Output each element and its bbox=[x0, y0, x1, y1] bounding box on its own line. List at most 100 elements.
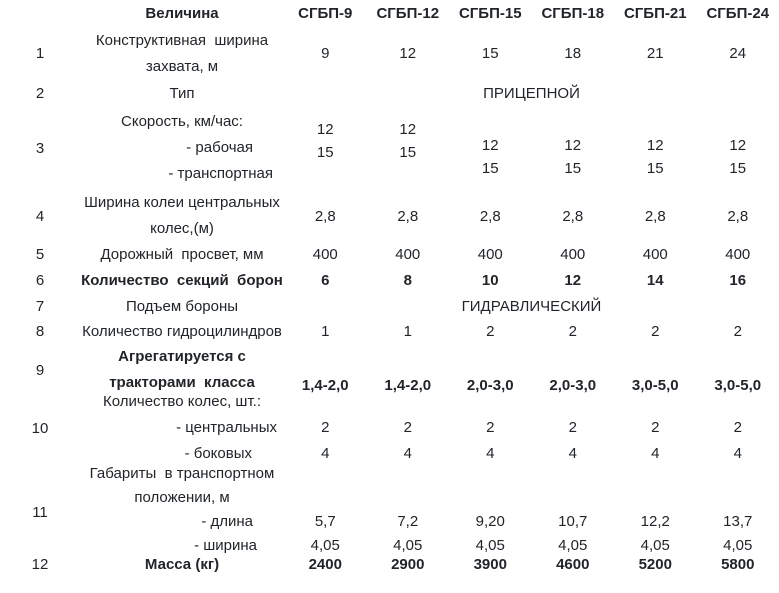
row-number: 2 bbox=[35, 84, 45, 102]
table-row: 5 Дорожный просвет, мм 400 400 400 400 4… bbox=[0, 241, 779, 267]
value-length: 10,7 bbox=[558, 513, 588, 530]
value-cell: 1 bbox=[321, 323, 330, 340]
value-width: 4,05 bbox=[558, 537, 588, 554]
value-central: 2 bbox=[321, 419, 330, 436]
table-row: 10 Количество колес, шт.: - центральных … bbox=[0, 389, 779, 466]
row-number: 12 bbox=[31, 556, 49, 573]
value-width: 4,05 bbox=[310, 537, 340, 554]
param-label: Конструктивная ширина захвата, м bbox=[80, 27, 284, 80]
param-label-line: захвата, м bbox=[145, 57, 219, 75]
value-cell: 2 bbox=[651, 323, 660, 340]
value-cell: 16 bbox=[729, 271, 747, 289]
param-label-line: Количество колес, шт.: bbox=[103, 393, 261, 410]
table-row: 8 Количество гидроцилиндров 1 1 2 2 2 2 bbox=[0, 319, 779, 344]
table-row: 3 Скорость, км/час: - рабочая - транспор… bbox=[0, 106, 779, 190]
value-cell: 21 bbox=[646, 45, 664, 62]
value-cell: 2900 bbox=[391, 556, 425, 573]
table-row: 9 Агрегатируется с тракторами класса 1,4… bbox=[0, 344, 779, 394]
param-label: Количество гидроцилиндров bbox=[82, 323, 282, 340]
value-length: 12,2 bbox=[640, 513, 670, 530]
row-number: 3 bbox=[35, 139, 45, 157]
value-working: 12 bbox=[646, 137, 664, 154]
value-length: 13,7 bbox=[723, 513, 753, 530]
value-cell: 7,2 4,05 bbox=[367, 466, 450, 558]
value-cell: 2 4 bbox=[284, 389, 367, 467]
param-label-line: - боковых bbox=[184, 445, 252, 462]
value-cell: 4600 bbox=[556, 556, 590, 573]
table-header-row: Величина СГБП-9 СГБП-12 СГБП-15 СГБП-18 … bbox=[0, 0, 779, 27]
row-number: 5 bbox=[35, 245, 45, 263]
value-cell: 400 bbox=[477, 245, 503, 263]
value-cell: 12,2 4,05 bbox=[614, 466, 697, 558]
spanning-value-cell: ГИДРАВЛИЧЕСКИЙ bbox=[461, 297, 602, 315]
value-central: 2 bbox=[486, 419, 495, 436]
value-cell: 12 15 bbox=[367, 106, 450, 190]
value-central: 2 bbox=[403, 419, 412, 436]
value-side: 4 bbox=[568, 445, 577, 462]
value-cell: 1,4-2,0 bbox=[301, 377, 349, 394]
value-cell: 24 bbox=[729, 45, 747, 62]
column-header: СГБП-9 bbox=[298, 5, 353, 22]
value-cell: 400 bbox=[725, 245, 751, 263]
row-number: 9 bbox=[35, 361, 45, 379]
param-label-line: - рабочая bbox=[186, 139, 253, 156]
value-cell: 6 bbox=[321, 271, 330, 289]
value-transport: 15 bbox=[316, 144, 334, 161]
value-cell: 12 bbox=[399, 45, 417, 62]
table-row: 6 Количество секций борон 6 8 10 12 14 1… bbox=[0, 267, 779, 293]
value-transport: 15 bbox=[729, 160, 747, 177]
value-cell: 2 bbox=[733, 323, 742, 340]
value-cell: 1 bbox=[403, 323, 412, 340]
value-cell: 10,7 4,05 bbox=[532, 466, 615, 558]
table-row: 2 Тип ПРИЦЕПНОЙ bbox=[0, 80, 779, 106]
param-label: Скорость, км/час: - рабочая - транспортн… bbox=[80, 106, 284, 193]
table-row: 12 Масса (кг) 2400 2900 3900 4600 5200 5… bbox=[0, 556, 779, 593]
value-cell: 400 bbox=[642, 245, 668, 263]
column-header: СГБП-21 bbox=[623, 5, 687, 22]
value-cell: 400 bbox=[395, 245, 421, 263]
value-cell: 12 bbox=[564, 271, 582, 289]
param-label-line: Агрегатируется с bbox=[118, 348, 246, 365]
value-cell: 2,0-3,0 bbox=[466, 377, 514, 394]
param-label-line: - ширина bbox=[194, 537, 257, 554]
param-label-line: положении, м bbox=[134, 489, 230, 506]
value-central: 2 bbox=[733, 419, 742, 436]
value-cell: 9 bbox=[321, 45, 330, 62]
value-working: 12 bbox=[481, 137, 499, 154]
value-width: 4,05 bbox=[393, 537, 423, 554]
row-number: 7 bbox=[35, 297, 45, 315]
column-header: СГБП-12 bbox=[376, 5, 440, 22]
value-width: 4,05 bbox=[475, 537, 505, 554]
param-label-line: Скорость, км/час: bbox=[121, 113, 243, 130]
param-label-line: Ширина колеи центральных bbox=[84, 194, 280, 211]
value-cell: 10 bbox=[481, 271, 499, 289]
param-label-line: тракторами класса bbox=[109, 374, 255, 391]
row-number: 4 bbox=[35, 207, 45, 225]
value-side: 4 bbox=[651, 445, 660, 462]
param-label: Количество секций борон bbox=[81, 271, 283, 289]
header-param: Величина bbox=[145, 5, 219, 22]
value-cell: 1,4-2,0 bbox=[384, 377, 432, 394]
param-label-line: - транспортная bbox=[168, 165, 273, 182]
value-transport: 15 bbox=[399, 144, 417, 161]
row-number: 1 bbox=[35, 45, 45, 62]
value-length: 5,7 bbox=[314, 513, 336, 530]
table-row: 4 Ширина колеи центральных колес,(м) 2,8… bbox=[0, 190, 779, 241]
value-side: 4 bbox=[321, 445, 330, 462]
row-number: 10 bbox=[31, 419, 49, 437]
param-label-line: колес,(м) bbox=[150, 220, 214, 237]
value-cell: 9,20 4,05 bbox=[449, 466, 532, 558]
value-cell: 2 4 bbox=[697, 389, 779, 467]
value-cell: 2 bbox=[568, 323, 577, 340]
value-cell: 18 bbox=[564, 45, 582, 62]
value-side: 4 bbox=[733, 445, 742, 462]
value-length: 9,20 bbox=[475, 513, 505, 530]
value-cell: 15 bbox=[481, 45, 499, 62]
value-cell: 3900 bbox=[473, 556, 507, 573]
value-cell: 400 bbox=[312, 245, 338, 263]
value-transport: 15 bbox=[646, 160, 664, 177]
param-label: Агрегатируется с тракторами класса bbox=[80, 344, 284, 396]
param-label-line: - центральных bbox=[176, 419, 277, 436]
value-cell: 5200 bbox=[638, 556, 672, 573]
value-cell: 400 bbox=[560, 245, 586, 263]
